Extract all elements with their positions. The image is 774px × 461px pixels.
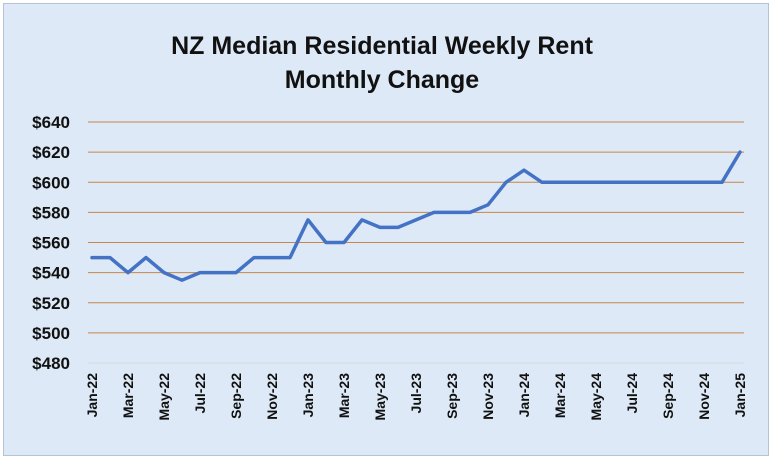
- y-tick-label: $640: [32, 113, 70, 132]
- data-point: [252, 256, 256, 260]
- data-point: [378, 225, 382, 229]
- x-tick-label: Nov-24: [696, 373, 712, 420]
- x-tick-label: May-23: [372, 373, 388, 421]
- chart-title-line-2: Monthly Change: [285, 66, 480, 94]
- data-point: [702, 180, 706, 184]
- data-point: [720, 180, 724, 184]
- x-tick-label: Sep-22: [228, 373, 244, 419]
- data-point: [468, 210, 472, 214]
- data-point: [234, 271, 238, 275]
- chart-title: NZ Median Residential Weekly Rent Monthl…: [171, 32, 594, 94]
- data-point: [432, 210, 436, 214]
- series-line-0: [90, 150, 742, 282]
- data-point: [108, 256, 112, 260]
- data-point: [162, 271, 166, 275]
- data-point: [450, 210, 454, 214]
- x-tick-label: Jul-23: [408, 373, 424, 414]
- y-tick-label: $600: [32, 173, 70, 192]
- x-tick-label: Sep-23: [444, 373, 460, 419]
- x-tick-label: May-24: [588, 373, 604, 421]
- data-point: [630, 180, 634, 184]
- chart-frame: NZ Median Residential Weekly Rent Monthl…: [3, 3, 769, 456]
- x-tick-label: Jul-22: [192, 373, 208, 414]
- x-tick-label: Sep-24: [660, 373, 676, 419]
- x-tick-label: Mar-24: [552, 373, 568, 418]
- data-point: [738, 150, 742, 154]
- data-point: [684, 180, 688, 184]
- data-point: [90, 256, 94, 260]
- data-point: [594, 180, 598, 184]
- y-tick-label: $500: [32, 324, 70, 343]
- data-point: [558, 180, 562, 184]
- x-axis-tick-labels: Jan-22 Mar-22 May-22 Jul-22 Sep-22 Nov-22 Jan-…: [84, 373, 748, 421]
- x-tick-label: Jul-24: [624, 373, 640, 414]
- data-point: [216, 271, 220, 275]
- y-tick-label: $520: [32, 294, 70, 313]
- x-tick-label: Mar-23: [336, 373, 352, 418]
- data-point: [198, 271, 202, 275]
- data-point: [180, 278, 184, 282]
- data-point: [504, 180, 508, 184]
- x-tick-label: Jan-23: [300, 373, 316, 418]
- chart-title-line-1: NZ Median Residential Weekly Rent: [171, 32, 594, 60]
- line-chart: NZ Median Residential Weekly Rent Monthl…: [32, 32, 748, 421]
- data-point: [360, 218, 364, 222]
- y-tick-label: $620: [32, 143, 70, 162]
- x-tick-label: Nov-23: [480, 373, 496, 420]
- data-point: [144, 256, 148, 260]
- data-point: [270, 256, 274, 260]
- series-lines: [90, 150, 742, 282]
- data-point: [324, 241, 328, 244]
- x-tick-label: Mar-22: [120, 373, 136, 418]
- data-point: [576, 180, 580, 184]
- y-tick-label: $540: [32, 264, 70, 283]
- x-tick-label: Jan-25: [732, 373, 748, 418]
- gridlines: [88, 121, 744, 364]
- data-point: [522, 168, 526, 172]
- data-point: [666, 180, 670, 184]
- data-point: [648, 180, 652, 184]
- data-point: [396, 225, 400, 229]
- y-tick-label: $580: [32, 203, 70, 222]
- x-tick-label: Nov-22: [264, 373, 280, 420]
- data-point: [486, 203, 490, 207]
- data-point: [612, 180, 616, 184]
- data-point: [288, 256, 292, 260]
- x-tick-label: Jan-24: [516, 373, 532, 418]
- y-axis-tick-labels: $480 $500 $520 $540 $560 $580 $600 $620 $640: [32, 113, 70, 373]
- data-point: [306, 218, 310, 222]
- data-point: [414, 218, 418, 222]
- y-tick-label: $560: [32, 234, 70, 253]
- x-tick-label: May-22: [156, 373, 172, 421]
- data-point: [540, 180, 544, 184]
- y-tick-label: $480: [32, 354, 70, 373]
- data-point: [126, 271, 130, 275]
- x-tick-label: Jan-22: [84, 373, 100, 418]
- data-point: [342, 241, 346, 244]
